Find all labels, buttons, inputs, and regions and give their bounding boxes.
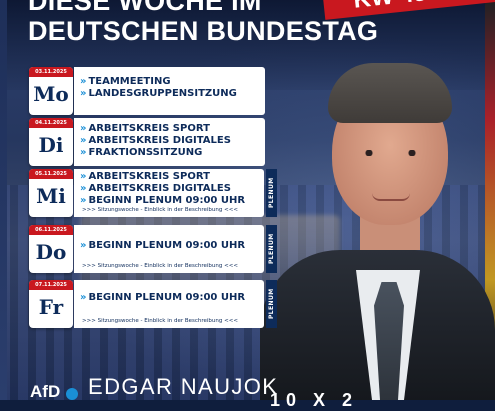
headline: DIESE WOCHE IM DEUTSCHEN BUNDESTAG <box>28 0 378 46</box>
headline-line-2: DEUTSCHEN BUNDESTAG <box>28 16 379 46</box>
chevron-right-icon: » <box>80 147 87 158</box>
day-abbr: Mi <box>36 184 66 208</box>
list-item: » TEAMMEETING <box>80 76 171 87</box>
day-date: 06.11.2025 <box>29 225 73 235</box>
chevron-right-icon: » <box>80 76 87 87</box>
day-date: 07.11.2025 <box>29 280 73 290</box>
list-item: » ARBEITSKREIS DIGITALES <box>80 183 231 194</box>
left-edge-strip <box>0 0 7 400</box>
day-items: » BEGINN PLENUM 09:00 UHR <box>80 240 245 252</box>
calendar-icon: 03.11.2025 Mo <box>29 67 73 115</box>
day-date: 05.11.2025 <box>29 169 73 179</box>
day-items: » BEGINN PLENUM 09:00 UHR <box>80 292 245 304</box>
session-note: >>> Sitzungswoche - Einblick in der Besc… <box>82 318 238 324</box>
plenum-label: PLENUM <box>266 169 277 217</box>
party-logo: AfD <box>30 382 78 402</box>
day-panel: » BEGINN PLENUM 09:00 UHR >>> Sitzungswoc… <box>74 225 264 273</box>
day-panel: » ARBEITSKREIS SPORT » ARBEITSKREIS DIGITA… <box>74 118 265 166</box>
day-panel: » TEAMMEETING » LANDESGRUPPENSITZUNG <box>74 67 265 115</box>
chevron-right-icon: » <box>80 292 87 303</box>
portrait-mouth <box>372 193 410 201</box>
portrait-tie <box>374 282 404 400</box>
logo-text: AfD <box>30 382 61 401</box>
day-panel: » ARBEITSKREIS SPORT » ARBEITSKREIS DIGITA… <box>74 169 264 217</box>
day-items: » ARBEITSKREIS SPORT » ARBEITSKREIS DIGITA… <box>80 171 245 207</box>
list-item: » FRAKTIONSSITZUNG <box>80 147 203 158</box>
day-items: » TEAMMEETING » LANDESGRUPPENSITZUNG <box>80 76 237 100</box>
day-items: » ARBEITSKREIS SPORT » ARBEITSKREIS DIGITA… <box>80 123 231 159</box>
chevron-right-icon: » <box>80 123 87 134</box>
calendar-icon: 06.11.2025 Do <box>29 225 73 273</box>
calendar-icon: 04.11.2025 Di <box>29 118 73 166</box>
list-item: » BEGINN PLENUM 09:00 UHR <box>80 195 246 206</box>
session-note: >>> Sitzungswoche - Einblick in der Besc… <box>82 263 238 269</box>
list-item: » LANDESGRUPPENSITZUNG <box>80 88 237 99</box>
chevron-right-icon: » <box>80 135 87 146</box>
list-item: » ARBEITSKREIS SPORT <box>80 123 210 134</box>
chevron-right-icon: » <box>80 88 87 99</box>
logo-dot-icon <box>66 388 78 400</box>
session-note: >>> Sitzungswoche - Einblick in der Besc… <box>82 207 238 213</box>
chevron-right-icon: » <box>80 171 87 182</box>
day-abbr: Mo <box>33 82 69 106</box>
footer-right-text: 10 X 2 <box>270 390 359 410</box>
day-date: 04.11.2025 <box>29 118 73 128</box>
list-item: » ARBEITSKREIS SPORT <box>80 171 210 182</box>
list-item: » BEGINN PLENUM 09:00 UHR <box>80 292 246 303</box>
list-item: » BEGINN PLENUM 09:00 UHR <box>80 240 246 251</box>
right-edge-strip <box>485 0 495 400</box>
day-abbr: Fr <box>38 295 64 319</box>
headline-line-1: DIESE WOCHE IM <box>28 0 262 16</box>
politician-portrait <box>260 55 495 400</box>
list-item: » ARBEITSKREIS DIGITALES <box>80 135 231 146</box>
portrait-hair <box>328 63 452 123</box>
chevron-right-icon: » <box>80 240 87 251</box>
day-panel: » BEGINN PLENUM 09:00 UHR >>> Sitzungswoc… <box>74 280 264 328</box>
day-date: 03.11.2025 <box>29 67 73 77</box>
politician-name: EDGAR NAUJOK <box>88 374 279 399</box>
day-abbr: Di <box>38 133 64 157</box>
chevron-right-icon: » <box>80 195 87 206</box>
plenum-label: PLENUM <box>266 280 277 328</box>
plenum-label: PLENUM <box>266 225 277 273</box>
calendar-icon: 05.11.2025 Mi <box>29 169 73 217</box>
day-abbr: Do <box>35 240 67 264</box>
calendar-icon: 07.11.2025 Fr <box>29 280 73 328</box>
chevron-right-icon: » <box>80 183 87 194</box>
portrait-eyes <box>360 150 422 156</box>
